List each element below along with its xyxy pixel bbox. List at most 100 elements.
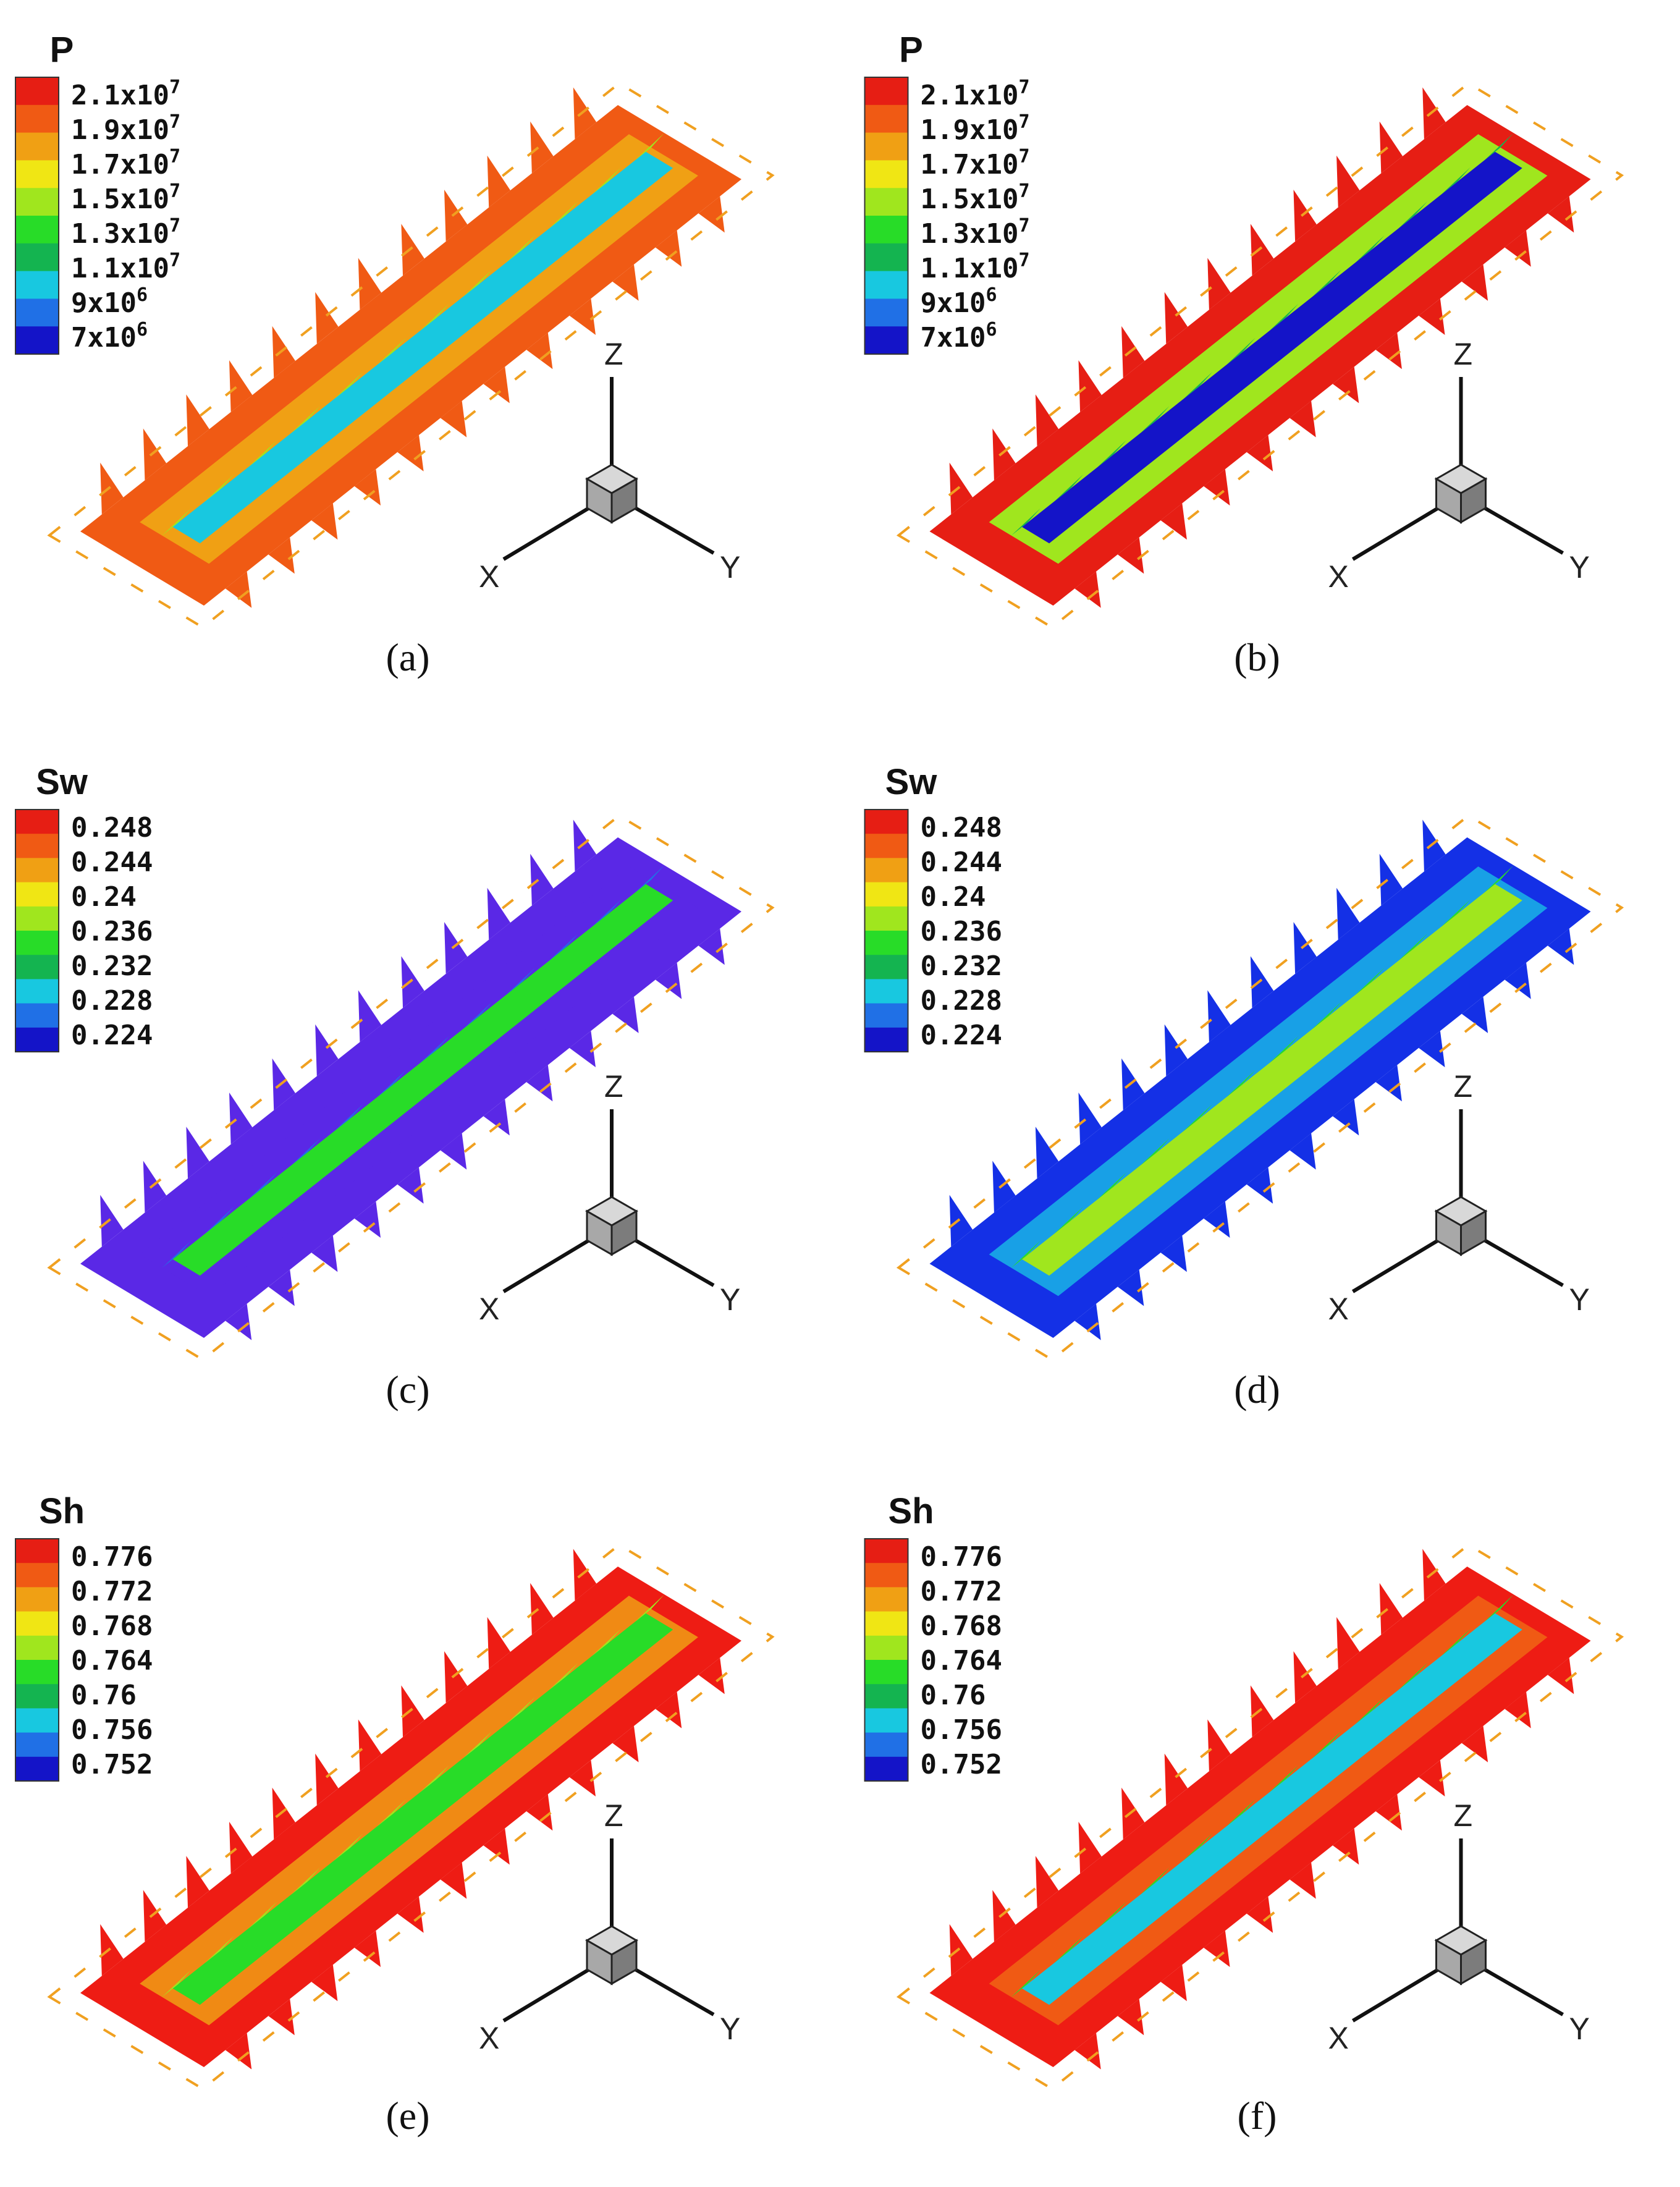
domain-fin	[1293, 190, 1317, 242]
domain-fin	[569, 1031, 596, 1067]
legend-label-mantissa: 0.232	[71, 950, 153, 982]
y-axis-label: Y	[720, 2011, 740, 2046]
domain-fin	[1250, 1685, 1274, 1737]
colorbar-band	[15, 1587, 59, 1612]
domain-fin	[1074, 2033, 1101, 2070]
domain-fin	[268, 1269, 295, 1306]
legend-label-mantissa: 0.236	[71, 916, 153, 947]
colorbar-band	[864, 160, 908, 188]
domain-inner-fin	[1398, 1662, 1428, 1690]
legend-label: 1.1x107	[921, 250, 1030, 284]
domain-fin	[354, 1201, 381, 1238]
domain-inner-fin	[592, 167, 622, 195]
colorbar-band	[864, 1756, 908, 1782]
reservoir-domain	[47, 814, 775, 1361]
legend-label-mantissa: 1.9x10	[71, 114, 169, 146]
domain-fin	[1547, 928, 1574, 965]
domain-fin	[143, 1890, 167, 1942]
legend-title: Sw	[885, 762, 938, 802]
domain-fin	[1121, 1787, 1145, 1840]
colorbar-band	[864, 1708, 908, 1733]
domain-fin	[315, 292, 339, 344]
domain-inner-fin	[162, 1969, 192, 1997]
legend-label-mantissa: 0.76	[71, 1680, 137, 1711]
domain-inner-fin	[1226, 337, 1256, 365]
domain-core-band	[172, 1613, 673, 2005]
colorbar-band	[864, 1587, 908, 1612]
legend-title: P	[899, 30, 923, 70]
domain-fin	[100, 462, 124, 515]
colorbar-band	[864, 955, 908, 979]
domain-fin	[1160, 1965, 1187, 2002]
domain-fin	[1204, 1201, 1230, 1238]
legend-label: 0.76	[71, 1680, 137, 1711]
domain-fin	[1461, 264, 1488, 301]
domain-fin	[526, 1065, 553, 1102]
domain-inner-fin	[592, 1628, 622, 1656]
legend-label-mantissa: 1.3x10	[921, 218, 1019, 250]
domain-inner-fin	[377, 1070, 407, 1098]
colorbar-band	[15, 858, 59, 883]
colorbar-frame	[864, 1538, 909, 1782]
y-axis-label: Y	[1569, 550, 1590, 585]
colorbar-band	[15, 243, 59, 272]
legend-label: 2.1x107	[71, 77, 180, 111]
domain-fin	[1375, 332, 1402, 370]
domain-fin	[1074, 571, 1101, 608]
axis-triad: Z X Y	[479, 1069, 740, 1326]
domain-fin	[1078, 1822, 1102, 1874]
domain-fin	[440, 400, 467, 438]
legend-label: 0.232	[71, 950, 153, 982]
legend-label: 9x106	[71, 284, 148, 319]
domain-fin	[1293, 922, 1317, 974]
domain-fin	[1461, 1726, 1488, 1762]
colorbar-band	[15, 1027, 59, 1052]
domain-fin	[530, 1583, 554, 1635]
domain-fin	[143, 1161, 167, 1213]
colorbar-band	[15, 931, 59, 955]
legend-label-mantissa: 1.5x10	[921, 184, 1019, 215]
domain-fin	[483, 366, 510, 404]
domain-inner-fin	[377, 337, 407, 365]
legend-title: P	[50, 30, 74, 70]
legend-label: 0.752	[921, 1749, 1002, 1780]
domain-fin	[487, 887, 510, 940]
panel-a: P2.1x1071.9x1071.7x1071.5x1071.3x1071.1x…	[15, 30, 775, 629]
panel-b: P2.1x1071.9x1071.7x1071.5x1071.3x1071.1x…	[864, 30, 1624, 629]
domain-fin	[487, 1617, 510, 1669]
legend-label-mantissa: 0.232	[921, 950, 1002, 982]
domain-inner-fin	[377, 1799, 407, 1827]
domain-inner-fin	[506, 235, 536, 263]
domain-fin	[225, 2033, 252, 2070]
legend-label-exponent: 6	[137, 284, 148, 306]
colorbar-band	[864, 298, 908, 327]
colorbar-band	[15, 1539, 59, 1563]
legend-label-mantissa: 7x10	[71, 322, 137, 353]
legend-label: 0.224	[71, 1020, 153, 1051]
domain-fin	[526, 1794, 553, 1831]
domain-fin	[949, 1924, 973, 1976]
legend-label: 1.7x107	[71, 146, 180, 180]
legend-label-mantissa: 0.776	[921, 1541, 1002, 1573]
legend-label-mantissa: 0.772	[71, 1576, 153, 1607]
reservoir-domain	[47, 82, 775, 629]
colorbar-band	[864, 1539, 908, 1563]
domain-fin	[655, 230, 682, 267]
colorbar-band	[15, 1611, 59, 1636]
domain-fin	[1074, 1303, 1101, 1340]
reservoir-domain	[896, 82, 1624, 629]
legend-label-exponent: 7	[169, 180, 180, 202]
reservoir-domain	[47, 1543, 775, 2091]
legend-label-mantissa: 1.7x10	[71, 149, 169, 180]
domain-fin	[311, 1965, 338, 2002]
legend-label: 0.756	[71, 1714, 153, 1746]
domain-inner-fin	[1226, 1070, 1256, 1098]
domain-fin	[444, 1651, 468, 1703]
colorbar-band	[864, 1635, 908, 1660]
colorbar-frame	[15, 77, 59, 355]
colorbar-band	[15, 132, 59, 161]
panel-caption: (a)	[386, 635, 429, 679]
legend-title: Sw	[36, 762, 88, 802]
domain-fin	[358, 990, 382, 1043]
domain-fin	[1078, 1093, 1102, 1144]
